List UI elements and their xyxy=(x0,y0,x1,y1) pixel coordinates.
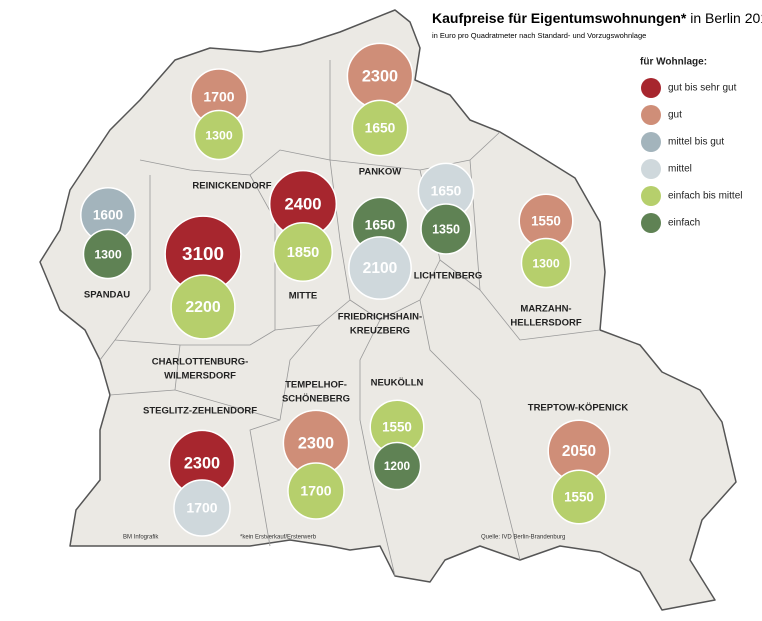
legend-swatch xyxy=(641,213,661,233)
legend-swatch xyxy=(641,132,661,152)
price-label: 1600 xyxy=(93,208,123,223)
legend-swatch xyxy=(641,186,661,206)
price-label: 1550 xyxy=(531,214,561,229)
title-regular: in Berlin 2013/2014 xyxy=(690,10,762,26)
price-label: 3100 xyxy=(182,244,224,265)
district-name: CHARLOTTENBURG- xyxy=(152,357,249,368)
district-name: SPANDAU xyxy=(84,290,130,301)
legend-label: mittel bis gut xyxy=(668,137,724,148)
legend-label: einfach bis mittel xyxy=(668,191,742,202)
district-name: WILMERSDORF xyxy=(164,371,236,382)
district-name: SCHÖNEBERG xyxy=(282,394,350,405)
legend-swatch xyxy=(641,78,661,98)
district-name: LICHTENBERG xyxy=(414,271,483,282)
title: Kaufpreise für Eigentumswohnungen* in Be… xyxy=(432,10,762,26)
price-circle xyxy=(82,228,134,280)
price-label: 2300 xyxy=(184,454,220,472)
legend-label: mittel xyxy=(668,164,692,175)
legend-swatch xyxy=(641,159,661,179)
credit: BM Infografik xyxy=(123,535,159,541)
price-label: 2200 xyxy=(185,299,221,316)
price-circle xyxy=(348,236,412,300)
price-circle xyxy=(420,203,472,255)
price-label: 2400 xyxy=(284,194,321,213)
legend-swatch xyxy=(641,105,661,125)
price-circle xyxy=(193,109,245,161)
price-label: 1700 xyxy=(300,483,331,499)
district-name: NEUKÖLLN xyxy=(371,378,424,389)
price-label: 2100 xyxy=(363,260,398,277)
price-label: 1300 xyxy=(94,247,122,261)
price-circle xyxy=(372,441,422,491)
price-circle xyxy=(173,479,231,537)
price-label: 1550 xyxy=(564,490,594,505)
price-label: 1350 xyxy=(432,222,460,236)
price-label: 1650 xyxy=(431,184,462,199)
district-name: HELLERSDORF xyxy=(510,318,581,329)
district-name: TREPTOW-KÖPENICK xyxy=(528,403,629,414)
price-label: 1300 xyxy=(532,256,560,270)
footnote: *kein Erstverkauf/Ersterwerb xyxy=(240,535,317,541)
price-label: 1650 xyxy=(365,218,396,233)
district-name: PANKOW xyxy=(359,167,402,178)
price-circle xyxy=(170,274,236,340)
legend-heading: für Wohnlage: xyxy=(640,57,707,68)
price-circle xyxy=(351,99,409,157)
price-label: 1700 xyxy=(186,500,217,516)
price-circle xyxy=(551,469,607,525)
source: Quelle: IVD Berlin-Brandenburg xyxy=(481,535,565,541)
price-circle xyxy=(287,462,345,520)
district-name: REINICKENDORF xyxy=(192,181,271,192)
district-name: MARZAHN- xyxy=(520,304,571,315)
price-circle xyxy=(520,237,572,289)
price-label: 1650 xyxy=(365,121,396,136)
price-label: 2050 xyxy=(562,443,596,460)
price-label: 2300 xyxy=(362,67,398,85)
price-label: 1300 xyxy=(205,128,233,142)
price-label: 2300 xyxy=(298,434,334,452)
price-label: 1550 xyxy=(382,420,412,435)
district-name: STEGLITZ-ZEHLENDORF xyxy=(143,406,257,417)
price-circle xyxy=(273,222,333,282)
district-name: KREUZBERG xyxy=(350,326,410,337)
district-name: TEMPELHOF- xyxy=(285,380,347,391)
subtitle: in Euro pro Quadratmeter nach Standard- … xyxy=(432,31,646,40)
legend-label: einfach xyxy=(668,218,700,229)
title-bold: Kaufpreise für Eigentumswohnungen* xyxy=(432,10,687,26)
district-name: MITTE xyxy=(289,291,318,302)
price-label: 1200 xyxy=(384,459,411,473)
price-label: 1700 xyxy=(203,89,234,105)
legend-label: gut bis sehr gut xyxy=(668,83,737,94)
price-label: 1850 xyxy=(287,245,319,261)
district-name: FRIEDRICHSHAIN- xyxy=(338,312,422,323)
legend-label: gut xyxy=(668,110,682,121)
